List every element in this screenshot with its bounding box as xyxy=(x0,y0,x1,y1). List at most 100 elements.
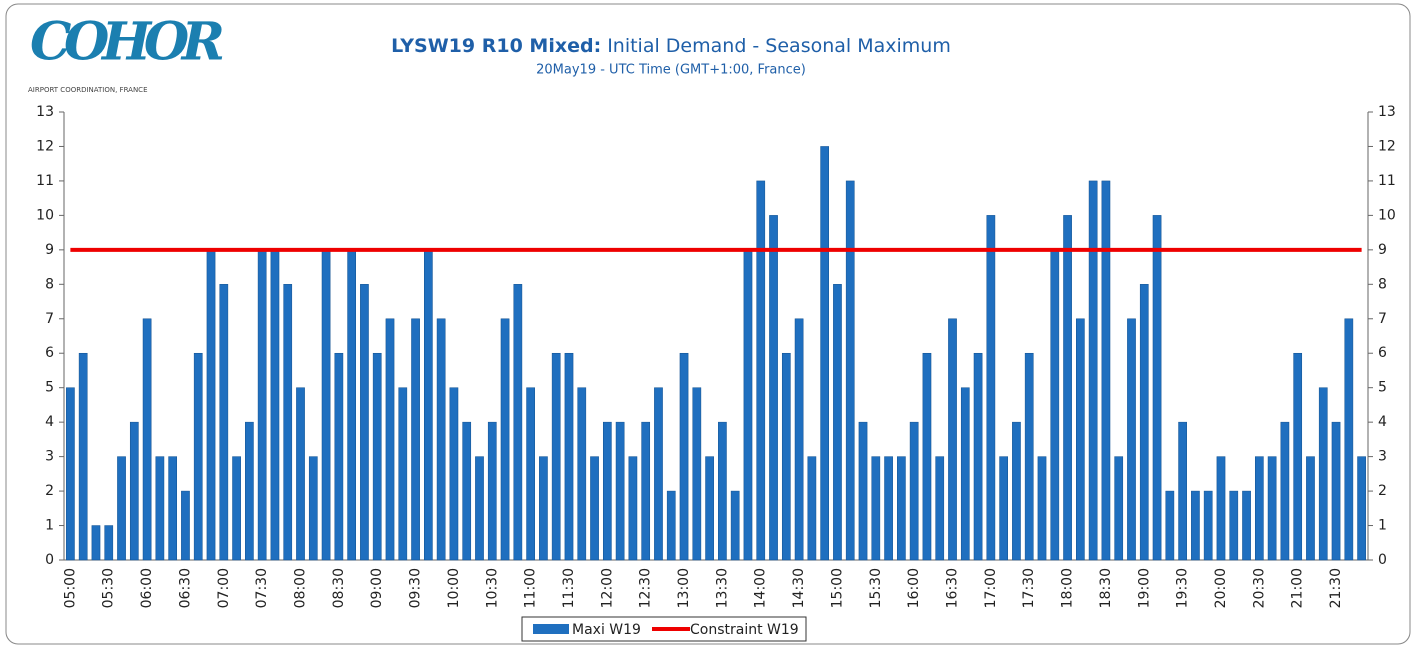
bar xyxy=(1203,490,1213,561)
bar xyxy=(1127,318,1136,561)
x-tick-label: 09:00 xyxy=(369,568,385,608)
bar xyxy=(168,456,178,561)
bar xyxy=(411,318,420,561)
bar xyxy=(654,387,663,561)
bar xyxy=(807,456,817,561)
bar xyxy=(705,456,714,561)
title-rest: Initial Demand - Seasonal Maximum xyxy=(607,35,951,57)
bar xyxy=(1101,180,1111,561)
bar xyxy=(78,352,88,561)
y2-tick-label: 8 xyxy=(1378,276,1387,292)
y-tick-label: 10 xyxy=(36,207,54,223)
bar xyxy=(155,456,165,561)
x-tick-label: 13:00 xyxy=(676,568,692,608)
bar xyxy=(232,456,241,561)
bar xyxy=(666,490,676,561)
bar xyxy=(257,249,267,561)
bar xyxy=(1293,352,1303,561)
y-tick-label: 9 xyxy=(45,242,54,258)
y-tick-label: 12 xyxy=(36,138,54,154)
bar xyxy=(219,284,229,561)
x-tick-label: 21:00 xyxy=(1290,568,1306,608)
y2-tick-label: 5 xyxy=(1378,380,1387,396)
y-tick-label: 1 xyxy=(45,518,54,534)
bar xyxy=(372,352,382,561)
y2-tick-label: 9 xyxy=(1378,242,1387,258)
y2-tick-label: 0 xyxy=(1378,552,1387,568)
y-tick-label: 7 xyxy=(45,311,54,327)
bar xyxy=(756,180,766,561)
legend-label: Constraint W19 xyxy=(690,622,799,638)
x-tick-label: 12:00 xyxy=(599,568,615,608)
bar xyxy=(986,215,996,561)
x-tick-label: 20:30 xyxy=(1251,568,1267,608)
y-tick-label: 0 xyxy=(45,552,54,568)
y2-tick-label: 2 xyxy=(1378,483,1387,499)
y-tick-label: 5 xyxy=(45,380,54,396)
x-tick-label: 11:30 xyxy=(561,568,577,608)
bar xyxy=(91,525,101,561)
bar xyxy=(628,456,638,561)
x-tick-label: 09:30 xyxy=(408,568,424,608)
bar xyxy=(769,215,778,561)
bar xyxy=(718,421,727,561)
bar xyxy=(1037,456,1047,561)
bar xyxy=(283,284,293,561)
bar xyxy=(794,318,804,561)
bar xyxy=(66,387,75,561)
y2-tick-label: 6 xyxy=(1378,345,1387,361)
bar xyxy=(129,421,139,561)
y-tick-label: 8 xyxy=(45,276,54,292)
bar xyxy=(347,249,356,561)
bar xyxy=(615,421,625,561)
bar xyxy=(1165,490,1175,561)
bar xyxy=(577,387,587,561)
bar xyxy=(1280,421,1290,561)
y2-tick-label: 1 xyxy=(1378,518,1387,534)
bar xyxy=(296,387,305,561)
bar xyxy=(884,456,893,561)
x-tick-label: 11:00 xyxy=(523,568,539,608)
bar xyxy=(1331,421,1341,561)
legend-label: Maxi W19 xyxy=(572,622,641,638)
bar xyxy=(424,249,433,561)
x-tick-label: 14:30 xyxy=(791,568,807,608)
bar xyxy=(487,421,497,561)
bar xyxy=(602,421,612,561)
x-tick-label: 05:30 xyxy=(101,568,117,608)
legend-swatch xyxy=(533,624,569,634)
x-tick-label: 16:00 xyxy=(906,568,922,608)
x-tick-label: 06:00 xyxy=(139,568,155,608)
bar xyxy=(679,352,689,561)
y-tick-label: 3 xyxy=(45,449,54,465)
y-tick-label: 4 xyxy=(45,414,54,430)
bar xyxy=(206,249,216,561)
bar xyxy=(1063,215,1072,561)
bar xyxy=(1178,421,1187,561)
bar xyxy=(181,490,190,561)
bar xyxy=(449,387,459,561)
bar xyxy=(960,387,970,561)
bar xyxy=(1152,215,1162,561)
bar xyxy=(909,421,919,561)
x-tick-label: 19:30 xyxy=(1175,568,1191,608)
y-tick-label: 13 xyxy=(36,104,54,120)
bar xyxy=(871,456,881,561)
bar xyxy=(117,456,126,561)
bar xyxy=(1024,352,1034,561)
bar xyxy=(820,146,830,561)
bar xyxy=(781,352,791,561)
x-tick-label: 17:00 xyxy=(983,568,999,608)
bar xyxy=(999,456,1008,561)
bar xyxy=(845,180,855,561)
bar xyxy=(1012,421,1021,561)
bar xyxy=(1076,318,1085,561)
bar xyxy=(551,352,561,561)
bar xyxy=(833,284,842,561)
bar xyxy=(334,352,344,561)
y2-tick-label: 7 xyxy=(1378,311,1387,327)
y2-tick-label: 10 xyxy=(1378,207,1396,223)
bar xyxy=(104,525,114,561)
bar xyxy=(1318,387,1328,561)
